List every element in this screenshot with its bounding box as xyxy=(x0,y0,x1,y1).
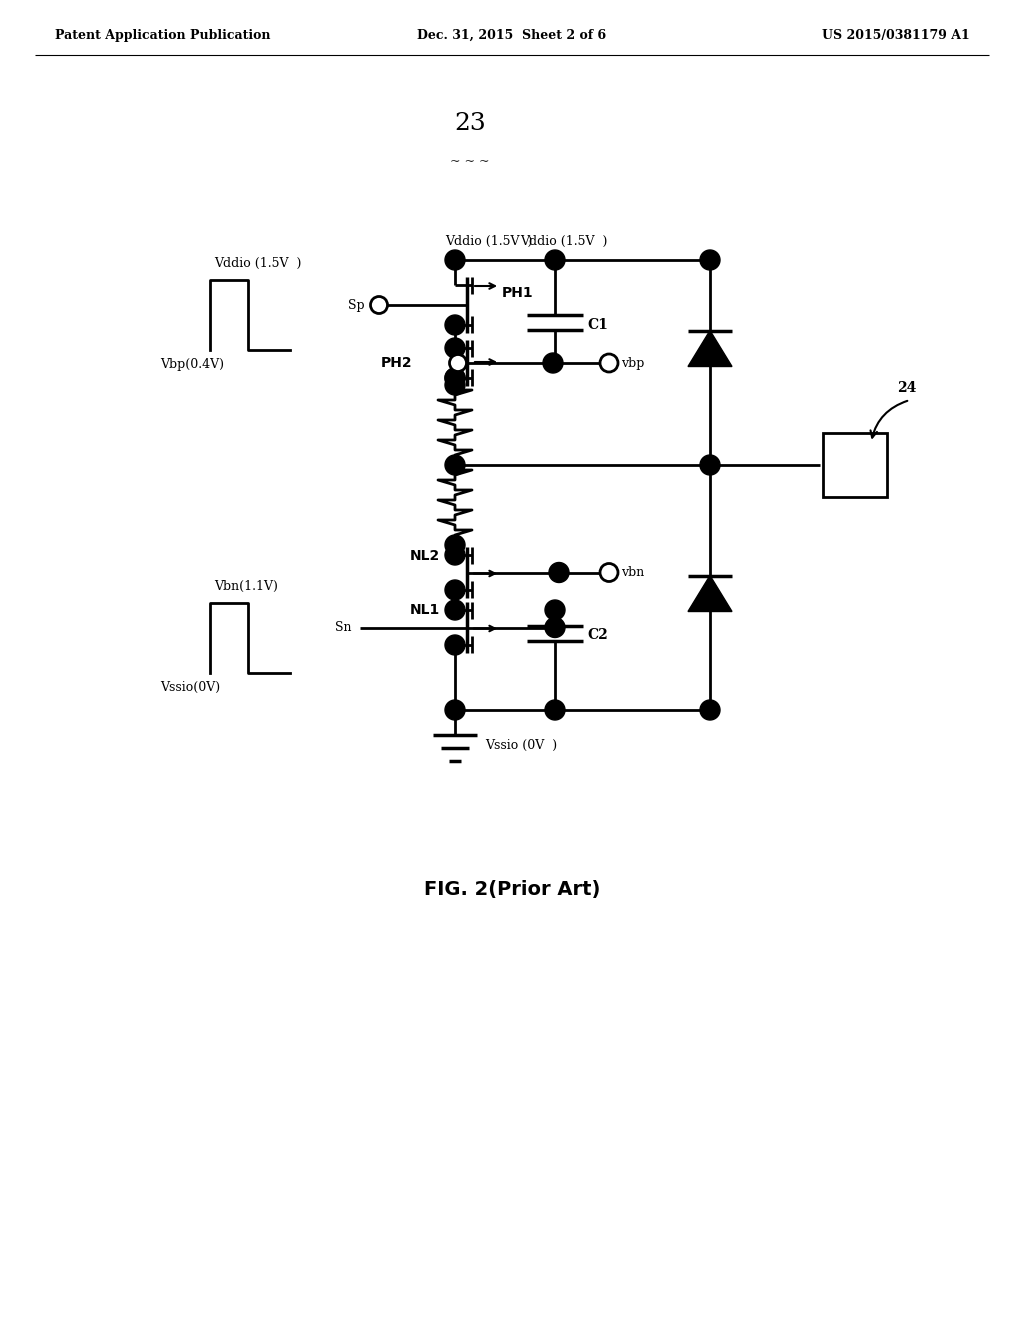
Text: vbp: vbp xyxy=(621,356,644,370)
Circle shape xyxy=(445,700,465,719)
Circle shape xyxy=(545,601,565,620)
Circle shape xyxy=(445,579,465,601)
Polygon shape xyxy=(688,330,732,367)
Circle shape xyxy=(371,297,387,314)
Text: ~ ~ ~: ~ ~ ~ xyxy=(451,154,489,168)
Text: US 2015/0381179 A1: US 2015/0381179 A1 xyxy=(822,29,970,41)
Text: C1: C1 xyxy=(587,318,608,333)
Circle shape xyxy=(549,562,569,582)
Circle shape xyxy=(600,354,618,372)
Text: Vbn(1.1V): Vbn(1.1V) xyxy=(214,579,278,593)
Text: C2: C2 xyxy=(587,628,608,642)
Text: NL1: NL1 xyxy=(410,603,440,618)
Text: Vssio (0V  ): Vssio (0V ) xyxy=(485,738,557,751)
Circle shape xyxy=(445,315,465,335)
Circle shape xyxy=(445,375,465,395)
Circle shape xyxy=(445,338,465,358)
Circle shape xyxy=(545,700,565,719)
Circle shape xyxy=(700,455,720,475)
Text: Sn: Sn xyxy=(336,620,352,634)
Text: Vddio (1.5V  ): Vddio (1.5V ) xyxy=(520,235,607,248)
Circle shape xyxy=(445,368,465,388)
Circle shape xyxy=(445,368,465,388)
Text: FIG. 2(Prior Art): FIG. 2(Prior Art) xyxy=(424,880,600,899)
Text: PH1: PH1 xyxy=(502,286,534,300)
Circle shape xyxy=(450,355,467,371)
Text: 24: 24 xyxy=(897,381,916,395)
Text: Vddio (1.5V  ): Vddio (1.5V ) xyxy=(214,257,301,271)
Circle shape xyxy=(445,635,465,655)
Text: Vssio(0V): Vssio(0V) xyxy=(160,681,220,693)
Circle shape xyxy=(600,564,618,582)
Text: Vbp(0.4V): Vbp(0.4V) xyxy=(160,358,224,371)
Text: PH2: PH2 xyxy=(380,356,412,370)
Bar xyxy=(823,433,887,498)
Text: 23: 23 xyxy=(454,112,485,135)
Circle shape xyxy=(700,700,720,719)
Circle shape xyxy=(445,249,465,271)
Circle shape xyxy=(445,545,465,565)
Circle shape xyxy=(445,601,465,620)
Text: Vddio (1.5V  ): Vddio (1.5V ) xyxy=(445,235,532,248)
Circle shape xyxy=(543,352,563,374)
Text: vbn: vbn xyxy=(621,566,644,579)
Text: Patent Application Publication: Patent Application Publication xyxy=(55,29,270,41)
Circle shape xyxy=(445,535,465,554)
Text: Sp: Sp xyxy=(348,298,365,312)
Text: Dec. 31, 2015  Sheet 2 of 6: Dec. 31, 2015 Sheet 2 of 6 xyxy=(418,29,606,41)
Text: NL2: NL2 xyxy=(410,549,440,562)
Circle shape xyxy=(545,249,565,271)
Circle shape xyxy=(545,618,565,638)
Circle shape xyxy=(445,455,465,475)
Circle shape xyxy=(700,249,720,271)
Polygon shape xyxy=(688,576,732,611)
